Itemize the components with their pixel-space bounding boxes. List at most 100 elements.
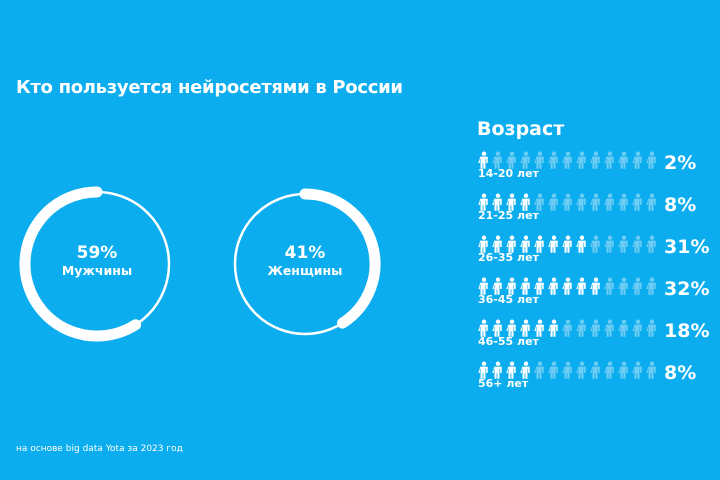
person-icon-empty: [576, 193, 586, 211]
person-icon-empty: [576, 319, 586, 337]
age-label: 14-20 лет: [478, 167, 539, 180]
ring-segment: [19, 186, 142, 342]
person-icon-empty: [604, 361, 614, 379]
person-icon-empty: [492, 151, 502, 169]
person-icon-filled: [492, 361, 502, 379]
icon-row: [477, 277, 659, 295]
person-icon-filled: [520, 319, 530, 337]
icon-row: [477, 235, 659, 253]
person-icon-filled: [534, 277, 544, 295]
person-icon-empty: [646, 319, 656, 337]
person-icon-empty: [548, 361, 558, 379]
ring-category: Женщины: [267, 263, 343, 278]
person-icon-empty: [632, 235, 642, 253]
person-icon-empty: [562, 319, 572, 337]
person-icon-empty: [590, 151, 600, 169]
person-icon-empty: [632, 319, 642, 337]
person-icon-empty: [618, 361, 628, 379]
person-icon-filled: [562, 277, 572, 295]
icon-row: [477, 319, 659, 337]
person-icon-filled: [492, 193, 502, 211]
person-icon-filled: [576, 235, 586, 253]
person-icon-empty: [576, 361, 586, 379]
person-icon-empty: [632, 193, 642, 211]
person-icon-filled: [492, 235, 502, 253]
age-label: 46-55 лет: [478, 335, 539, 348]
person-icon-empty: [534, 151, 544, 169]
age-label: 36-45 лет: [478, 293, 539, 306]
person-icon-empty: [506, 151, 516, 169]
person-icon-filled: [534, 235, 544, 253]
person-icon-filled: [506, 235, 516, 253]
person-icon-empty: [618, 151, 628, 169]
person-icon-filled: [506, 361, 516, 379]
person-icon-filled: [534, 319, 544, 337]
person-icon-filled: [548, 235, 558, 253]
person-icon-empty: [604, 193, 614, 211]
person-icon-empty: [548, 193, 558, 211]
person-icon-empty: [646, 151, 656, 169]
ring-category: Мужчины: [61, 263, 133, 278]
age-percent: 32%: [664, 278, 710, 300]
person-icon-empty: [562, 193, 572, 211]
person-icon-filled: [520, 277, 530, 295]
person-icon-empty: [520, 151, 530, 169]
person-icon-empty: [604, 319, 614, 337]
ring-segment: [299, 188, 381, 329]
page-title: Кто пользуется нейросетями в России: [16, 77, 403, 98]
person-icon-filled: [548, 319, 558, 337]
person-icon-empty: [632, 361, 642, 379]
age-percent: 8%: [664, 194, 697, 216]
age-percent: 31%: [664, 236, 710, 258]
person-icon-empty: [604, 235, 614, 253]
ring-percent: 59%: [76, 243, 118, 263]
source-note: на основе big data Yota за 2023 год: [16, 444, 183, 454]
ring-label-women: 41% Женщины: [235, 243, 375, 279]
age-percent: 2%: [664, 152, 697, 174]
person-icon-filled: [520, 235, 530, 253]
icon-row: [477, 151, 659, 169]
icon-row: [477, 193, 659, 211]
age-row: 56+ лет 8%: [477, 361, 707, 403]
person-icon-empty: [646, 235, 656, 253]
person-icon-filled: [590, 277, 600, 295]
age-label: 26-35 лет: [478, 251, 539, 264]
person-icon-empty: [604, 151, 614, 169]
gender-rings: [19, 186, 381, 342]
person-icon-empty: [590, 361, 600, 379]
person-icon-filled: [478, 151, 488, 169]
person-icon-empty: [618, 319, 628, 337]
person-icon-empty: [646, 361, 656, 379]
person-icon-filled: [478, 319, 488, 337]
person-icon-filled: [478, 235, 488, 253]
person-icon-empty: [618, 277, 628, 295]
person-icon-filled: [506, 319, 516, 337]
person-icon-filled: [506, 193, 516, 211]
ring-percent: 41%: [284, 243, 326, 263]
person-icon-empty: [646, 277, 656, 295]
person-icon-empty: [590, 319, 600, 337]
person-icon-empty: [618, 235, 628, 253]
age-title: Возраст: [477, 118, 565, 140]
person-icon-empty: [632, 151, 642, 169]
icon-row: [477, 361, 659, 379]
person-icon-empty: [534, 193, 544, 211]
age-row: 26-35 лет 31%: [477, 235, 710, 277]
person-icon-empty: [562, 361, 572, 379]
person-icon-empty: [590, 193, 600, 211]
person-icon-filled: [506, 277, 516, 295]
person-icon-empty: [618, 193, 628, 211]
person-icon-empty: [534, 361, 544, 379]
age-label: 21-25 лет: [478, 209, 539, 222]
age-row: 21-25 лет 8%: [477, 193, 707, 235]
age-label: 56+ лет: [478, 377, 529, 390]
person-icon-filled: [576, 277, 586, 295]
person-icon-filled: [548, 277, 558, 295]
person-icon-empty: [562, 151, 572, 169]
ring-label-men: 59% Мужчины: [27, 243, 167, 279]
age-percent: 8%: [664, 362, 697, 384]
person-icon-filled: [478, 277, 488, 295]
age-percent: 18%: [664, 320, 710, 342]
age-row: 36-45 лет 32%: [477, 277, 710, 319]
person-icon-filled: [478, 361, 488, 379]
